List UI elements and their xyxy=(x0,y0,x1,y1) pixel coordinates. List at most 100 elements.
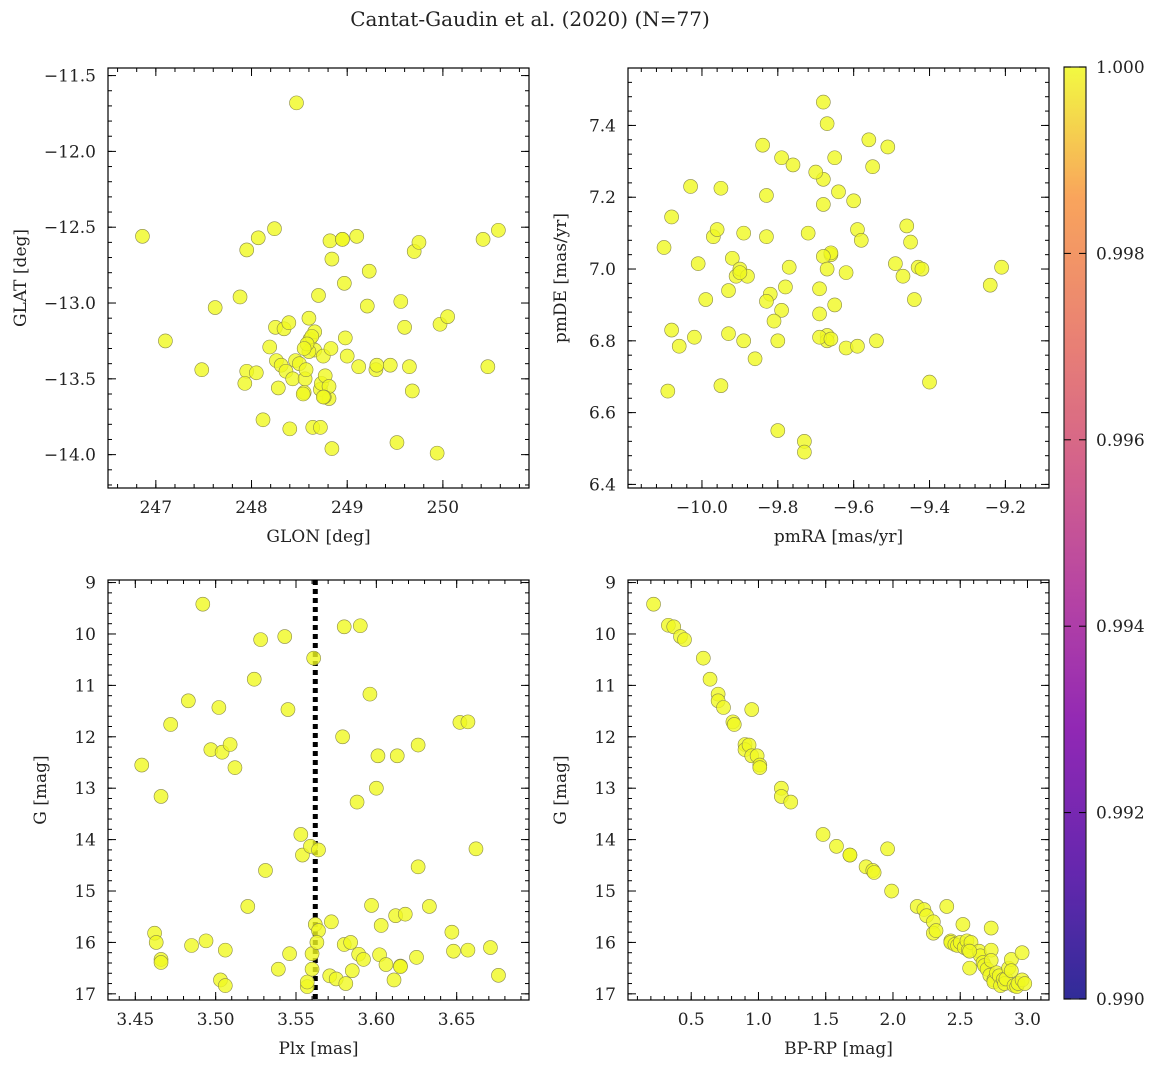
scatter-point xyxy=(831,184,846,200)
scatter-point xyxy=(914,261,930,277)
scatter-point xyxy=(218,942,233,958)
scatter-point xyxy=(362,686,378,702)
y-tick-label: −13.5 xyxy=(44,370,96,390)
scatter-point xyxy=(853,233,869,248)
scatter-point xyxy=(446,943,461,959)
scatter-point xyxy=(324,251,340,267)
y-tick-label: 17 xyxy=(594,985,616,1005)
scatter-point xyxy=(646,596,661,612)
scatter-point xyxy=(928,923,944,938)
scatter-point xyxy=(770,423,786,438)
colorbar-tick-label: 1.000 xyxy=(1096,58,1145,78)
y-tick-label: 7.4 xyxy=(589,116,616,136)
scatter-point xyxy=(812,306,827,322)
scatter-point xyxy=(774,303,789,318)
colorbar-tick-label: 0.996 xyxy=(1096,431,1145,451)
scatter-point xyxy=(861,132,877,148)
scatter-point xyxy=(324,441,340,456)
x-tick-label: 247 xyxy=(140,498,172,518)
y-axis-label: GLAT [deg] xyxy=(11,229,31,327)
scatter-point xyxy=(713,378,729,393)
scatter-point xyxy=(249,365,264,381)
x-tick-label: 3.50 xyxy=(197,1010,235,1030)
x-tick-label: −9.8 xyxy=(757,498,798,518)
scatter-point xyxy=(781,259,797,275)
y-tick-label: 7.0 xyxy=(589,260,616,280)
scatter-point xyxy=(797,444,812,460)
x-tick-label: 3.0 xyxy=(1014,1010,1041,1030)
panel-plx-g: 3.45 3.50 3.55 3.60 3.65 9 10 11 12 13 14 15 16 17 Plx… xyxy=(31,574,530,1059)
y-tick-label: 13 xyxy=(594,779,616,799)
scatter-point xyxy=(982,277,998,293)
scatter-point xyxy=(884,883,899,899)
scatter-point xyxy=(899,218,915,234)
scatter-point xyxy=(295,386,311,402)
scatter-point xyxy=(389,435,405,450)
scatter-point xyxy=(267,221,282,237)
x-tick-label: 0.5 xyxy=(678,1010,705,1030)
scatter-point xyxy=(808,164,824,180)
scatter-point xyxy=(397,319,412,335)
y-tick-label: −11.5 xyxy=(44,67,96,87)
scatter-point xyxy=(491,968,506,983)
x-axis-label: GLON [deg] xyxy=(266,527,370,547)
panel-bprp-g: 0.5 1.0 1.5 2.0 2.5 3.0 9 10 11 12 13 14 15 16 17 BP-RP… xyxy=(551,574,1050,1059)
scatter-point xyxy=(158,333,173,349)
y-tick-label: 7.2 xyxy=(589,188,616,208)
scatter-point xyxy=(351,359,366,375)
y-tick-label: 6.6 xyxy=(589,404,616,424)
x-tick-label: 2.0 xyxy=(879,1010,906,1030)
x-tick-label: 3.45 xyxy=(116,1010,154,1030)
scatter-point xyxy=(747,351,763,367)
plot-frame xyxy=(107,67,530,489)
scatter-point xyxy=(725,250,740,266)
scatter-point xyxy=(800,225,816,241)
scatter-point xyxy=(766,313,782,329)
scatter-point xyxy=(895,268,911,284)
scatter-point xyxy=(850,338,865,354)
scatter-point xyxy=(752,760,768,775)
scatter-point xyxy=(153,955,169,970)
scatter-point xyxy=(983,920,999,936)
scatter-point xyxy=(815,827,831,842)
scatter-point xyxy=(135,229,150,244)
scatter-point xyxy=(759,188,774,203)
scatter-point xyxy=(483,940,498,955)
scatter-point xyxy=(389,748,405,764)
y-tick-label: 11 xyxy=(74,676,96,696)
scatter-point xyxy=(994,259,1009,275)
scatter-point xyxy=(382,357,398,373)
scatter-point xyxy=(370,748,386,764)
x-tick-label: 249 xyxy=(331,498,363,518)
y-tick-label: −14.0 xyxy=(44,446,96,466)
x-tick-label: −9.2 xyxy=(985,498,1026,518)
scatter-point xyxy=(309,935,325,950)
scatter-point xyxy=(281,315,297,331)
y-tick-label: 17 xyxy=(74,985,96,1005)
scatter-point xyxy=(240,899,256,914)
scatter-point xyxy=(869,333,884,349)
colorbar-tick-label: 0.990 xyxy=(1096,990,1145,1010)
scatter-point xyxy=(324,914,339,930)
scatter-point xyxy=(313,420,328,435)
scatter-point xyxy=(335,729,350,745)
scatter-point xyxy=(962,960,977,976)
y-tick-label: 15 xyxy=(594,882,616,902)
scatter-point xyxy=(285,371,300,387)
scatter-point xyxy=(134,757,150,773)
scatter-point xyxy=(955,917,971,932)
y-axis-label: G [mag] xyxy=(551,755,571,824)
x-tick-label: −10.0 xyxy=(676,498,728,518)
y-tick-label: 16 xyxy=(74,933,96,953)
scatter-point xyxy=(475,232,491,247)
scatter-point xyxy=(352,618,368,634)
x-tick-label: 250 xyxy=(427,498,459,518)
y-tick-label: 9 xyxy=(85,574,96,594)
scatter-point xyxy=(816,197,831,212)
scatter-point xyxy=(271,380,286,396)
scatter-point xyxy=(393,959,408,974)
scatter-point xyxy=(277,629,293,644)
scatter-point xyxy=(829,838,844,854)
y-tick-label: 14 xyxy=(594,831,616,851)
scatter-point xyxy=(282,421,298,437)
